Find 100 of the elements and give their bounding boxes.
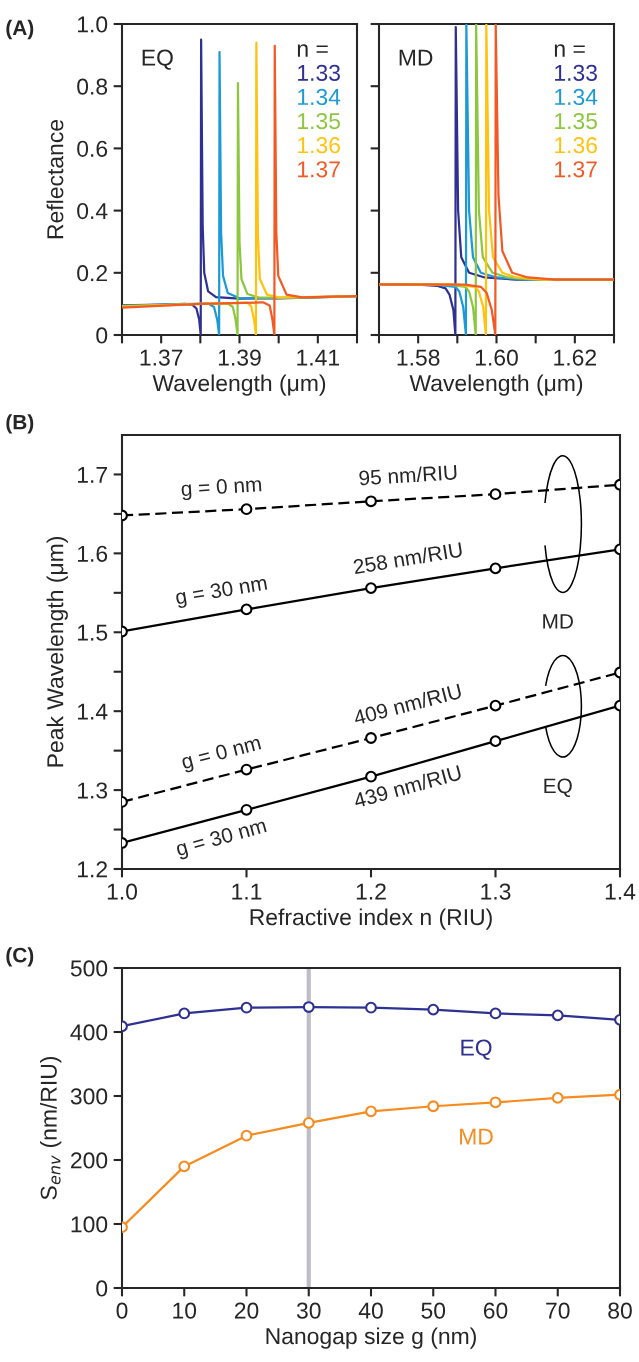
- x-tick-label: 20: [234, 1302, 259, 1319]
- text: 1.34: [298, 88, 341, 106]
- point: [178, 1160, 191, 1173]
- point: [489, 699, 502, 712]
- point: [489, 1096, 502, 1109]
- point: [551, 1092, 564, 1104]
- y-tick-label: 0.6: [77, 140, 108, 157]
- x-tick-label: 50: [421, 1302, 446, 1319]
- point: [365, 1001, 377, 1014]
- series-label: MD: [460, 1128, 493, 1145]
- annotation: 95 nm/RIU: [359, 464, 457, 486]
- point: [365, 770, 377, 783]
- y-tick-label: 100: [71, 1216, 108, 1233]
- x-tick-label: 1.58: [397, 349, 440, 366]
- x-tick-label: 1.39: [218, 349, 261, 366]
- annotation: MD: [543, 614, 573, 629]
- x-axis-title: Wavelength (μm): [152, 374, 326, 396]
- y-axis-title: Reflectance: [46, 120, 64, 239]
- point: [489, 488, 502, 501]
- text: 1.37: [555, 161, 597, 178]
- x-axis-title: Nanogap size g (nm): [266, 1327, 476, 1349]
- text: 1.33: [555, 64, 597, 81]
- x-axis-title: Refractive index n (RIU): [250, 908, 492, 930]
- point: [240, 603, 253, 616]
- point: [489, 562, 502, 575]
- chart-title: (A): [6, 19, 34, 40]
- x-tick-label: 30: [296, 1302, 321, 1319]
- point: [240, 1129, 253, 1142]
- y-tick-label: 300: [70, 1088, 108, 1105]
- y-tick-label: 400: [70, 1024, 108, 1041]
- annotation: g = 0 nm: [181, 476, 262, 501]
- x-tick-label: 1.2: [356, 883, 386, 900]
- series-label: 1.37: [298, 161, 340, 178]
- point: [489, 735, 502, 748]
- x-tick-label: 80: [608, 1302, 632, 1319]
- x-axis-title: Wavelength (μm): [409, 374, 583, 396]
- legend-title: n =: [297, 44, 328, 57]
- point: [365, 732, 377, 744]
- point: [178, 1007, 191, 1020]
- y-tick-label: 0.4: [77, 202, 108, 220]
- x-tick-label: 1.41: [297, 349, 340, 366]
- point: [240, 803, 253, 816]
- point: [302, 1116, 315, 1129]
- x-tick-label: 1.62: [554, 349, 596, 366]
- annotation: EQ: [544, 778, 572, 797]
- point: [489, 1007, 502, 1020]
- point: [302, 1001, 315, 1013]
- series-label: 1.36: [298, 137, 340, 154]
- x-tick-label: 1.3: [481, 883, 511, 900]
- point: [427, 1100, 440, 1113]
- annotation: EQ: [142, 49, 173, 70]
- x-tick-label: 1.60: [475, 349, 518, 366]
- annotation: g = 30 nm: [175, 817, 268, 861]
- point: [240, 763, 253, 776]
- legend-title: n =: [554, 44, 585, 57]
- series-label: EQ: [461, 1039, 492, 1060]
- text: 1.34: [555, 88, 598, 106]
- x-tick-label: 1.37: [140, 349, 183, 366]
- x-tick-label: 10: [173, 1302, 197, 1319]
- point: [365, 582, 377, 594]
- text: 1.35: [555, 112, 597, 130]
- y-tick-label: 1.5: [78, 624, 108, 641]
- y-tick-label: 1.0: [78, 16, 108, 33]
- y-tick-label: 200: [71, 1152, 108, 1169]
- chart-title: (C): [6, 947, 34, 967]
- text: 1.33: [298, 64, 340, 81]
- annotation: g = 30 nm: [174, 575, 268, 609]
- y-tick-label: 1.3: [78, 782, 108, 799]
- annotation: g = 0 nm: [180, 735, 263, 774]
- point: [427, 1003, 440, 1016]
- y-tick-label: 1.7: [78, 466, 107, 483]
- x-tick-label: 70: [546, 1302, 570, 1319]
- x-tick-label: 40: [358, 1302, 383, 1319]
- annotation: MD: [399, 49, 433, 66]
- x-tick-label: 1.0: [107, 883, 138, 900]
- y-axis-title: Peak Wavelength (μm): [46, 537, 68, 767]
- y-tick-label: 1.6: [78, 545, 108, 562]
- x-tick-label: 1.4: [605, 883, 636, 900]
- y-tick-label: 500: [70, 960, 108, 977]
- x-tick-label: 1.1: [232, 883, 262, 900]
- point: [551, 1009, 564, 1022]
- point: [240, 1001, 253, 1014]
- annotation: 409 nm/RIU: [352, 683, 462, 726]
- y-tick-label: 0.2: [77, 265, 107, 282]
- y-tick-label: 0: [96, 1280, 108, 1297]
- annotation: 439 nm/RIU: [352, 764, 462, 809]
- annotation: 258 nm/RIU: [352, 541, 463, 575]
- x-tick-label: 0: [116, 1302, 128, 1319]
- point: [240, 503, 253, 516]
- point: [365, 495, 377, 508]
- chart-title: (B): [6, 414, 34, 434]
- y-tick-label: 0: [96, 327, 108, 344]
- y-tick-label: 1.2: [78, 861, 107, 878]
- y-axis-title: S$_{env}$ (nm/RIU): [40, 1056, 62, 1200]
- text: 1.36: [555, 137, 597, 154]
- point: [365, 1105, 377, 1118]
- text: 1.35: [298, 112, 340, 130]
- y-tick-label: 1.4: [78, 703, 108, 720]
- y-tick-label: 0.8: [77, 78, 108, 95]
- x-tick-label: 60: [483, 1302, 508, 1319]
